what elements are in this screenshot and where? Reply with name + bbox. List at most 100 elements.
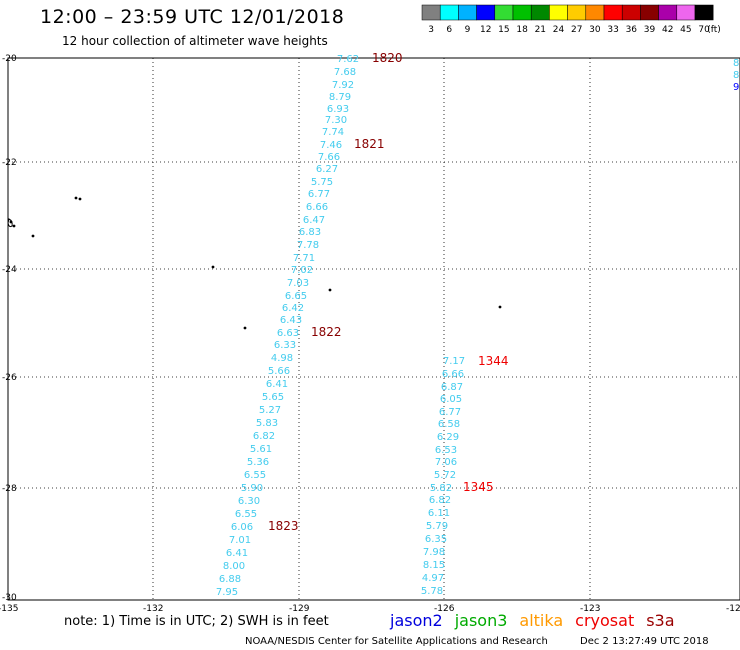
satellite-legend-s3a: s3a <box>646 611 674 630</box>
wave-height-reading: 6.53 <box>435 445 457 456</box>
wave-height-reading: 6.58 <box>438 419 460 430</box>
wave-height-reading: 8.15 <box>423 560 445 571</box>
legend-swatch <box>567 4 587 21</box>
wave-height-reading: 5.61 <box>250 444 272 455</box>
map-footer: note: 1) Time is in UTC; 2) SWH is in fe… <box>64 611 709 647</box>
wave-height-reading: 6.83 <box>299 227 321 238</box>
island-marker <box>12 224 16 228</box>
satellite-track: 7.62 7.68 7.928.796.937.307.74 7.467.666.27… <box>216 51 403 598</box>
color-legend: 3 6 9 12 15 18 21 24 27 30 33 36 39 42 45 70(ft) <box>421 4 721 35</box>
wave-height-reading: 7.03 <box>287 278 309 289</box>
island-markers <box>7 196 502 330</box>
wave-height-reading: 7.71 <box>293 253 315 264</box>
legend-swatch <box>603 4 623 21</box>
latitude-label: -26 <box>2 373 17 383</box>
pass-time-label: 1345 <box>463 480 494 494</box>
wave-height-reading: 7.01 <box>229 535 251 546</box>
legend-label: 42 <box>662 25 673 35</box>
satellite-legend-jason2: jason2 <box>389 611 443 630</box>
wave-height-reading: 5.82 <box>430 483 452 494</box>
legend-label: 30 <box>589 25 601 35</box>
legend-label: 3 <box>428 25 434 35</box>
legend-label: 39 <box>644 25 656 35</box>
wave-height-reading: 7.02 <box>291 265 313 276</box>
wave-height-reading: 6.63 <box>277 328 299 339</box>
wave-height-reading: 7.30 <box>325 115 347 126</box>
wave-height-reading: 6.66 <box>306 202 328 213</box>
wave-height-reading: 7.95 <box>216 587 238 598</box>
map-frame <box>7 57 740 601</box>
longitude-label: -120 <box>726 604 740 614</box>
wave-height-reading: 5.83 <box>256 418 278 429</box>
wave-height-reading: 7.92 <box>332 80 354 91</box>
wave-height-reading: 4.98 <box>271 353 293 364</box>
island-marker <box>74 196 78 200</box>
wave-height-reading: 6.33 <box>274 340 296 351</box>
longitude-label: -126 <box>434 604 455 614</box>
wave-height-reading: 5.79 <box>426 521 448 532</box>
wave-height-reading: 7.62 <box>337 54 359 65</box>
island-marker <box>211 265 215 269</box>
wave-height-reading: 5.75 <box>311 177 333 188</box>
wave-height-reading: 5.65 <box>262 392 284 403</box>
wave-height-reading: 8.00 <box>223 561 245 572</box>
legend-label: 18 <box>516 25 528 35</box>
island-marker <box>31 234 35 238</box>
pass-time-label: 1821 <box>354 137 385 151</box>
legend-label: 9 <box>465 25 471 35</box>
wave-height-reading: 6.65 <box>285 291 307 302</box>
footer-note: note: 1) Time is in UTC; 2) SWH is in fe… <box>64 614 329 629</box>
legend-label: 6 <box>446 25 452 35</box>
legend-swatch <box>621 4 641 21</box>
wave-height-reading: 6.43 <box>280 315 302 326</box>
wave-height-reading: 6.77 <box>439 407 461 418</box>
wave-height-reading: 5.27 <box>259 405 281 416</box>
wave-height-reading: 7.74 <box>322 127 344 138</box>
wave-height-reading: 7.66 <box>318 152 340 163</box>
legend-swatch <box>530 4 550 21</box>
legend-swatch <box>476 4 496 21</box>
wave-height-reading: 7.68 <box>334 67 356 78</box>
wave-height-reading: 6.82 <box>253 431 275 442</box>
pass-time-label: 1344 <box>478 354 509 368</box>
wave-height-reading: 6.55 <box>235 509 257 520</box>
legend-label: 45 <box>680 25 691 35</box>
wave-height-reading: 6.93 <box>327 104 349 115</box>
wave-height-reading: 7.46 <box>320 140 342 151</box>
wave-height-reading: 5.36 <box>247 457 269 468</box>
wave-height-reading: 6.55 <box>244 470 266 481</box>
wave-height-reading: 5.78 <box>421 586 443 597</box>
wave-height-reading: 6.05 <box>440 394 462 405</box>
wave-height-reading: 6.06 <box>231 522 253 533</box>
island-outline <box>7 218 13 228</box>
pass-time-label: 1820 <box>372 51 403 65</box>
wave-height-reading: 5.72 <box>434 470 456 481</box>
satellite-tracks: 7.62 7.68 7.928.796.937.307.74 7.467.666.27… <box>216 51 740 598</box>
map-title: 12:00 – 23:59 UTC 12/01/2018 <box>40 6 345 28</box>
legend-swatch <box>421 4 441 21</box>
wave-height-reading: 5.66 <box>268 366 290 377</box>
legend-swatch <box>676 4 696 21</box>
wave-height-reading: 8 <box>733 58 739 69</box>
legend-unit: (ft) <box>707 25 721 35</box>
legend-swatch <box>640 4 659 21</box>
legend-swatch <box>694 4 714 21</box>
legend-swatch <box>439 4 459 21</box>
wave-height-reading: 9 <box>733 82 739 93</box>
wave-height-reading: 6.82 <box>429 495 451 506</box>
wave-height-reading: 6.42 <box>282 303 304 314</box>
legend-label: 70 <box>698 25 710 35</box>
legend-swatch <box>494 4 514 21</box>
latitude-label: -24 <box>2 265 17 275</box>
wave-height-reading: 6.30 <box>238 496 260 507</box>
pass-time-label: 1822 <box>311 325 342 339</box>
satellite-legend-altika: altika <box>519 611 563 630</box>
legend-label: 27 <box>571 25 582 35</box>
legend-label: 33 <box>607 25 618 35</box>
wave-height-reading: 7.17 <box>443 356 465 367</box>
wave-height-reading: 6.88 <box>219 574 241 585</box>
wave-height-reading: 4.97 <box>422 573 444 584</box>
wave-height-reading: 6.41 <box>226 548 248 559</box>
longitude-label: -129 <box>289 604 310 614</box>
